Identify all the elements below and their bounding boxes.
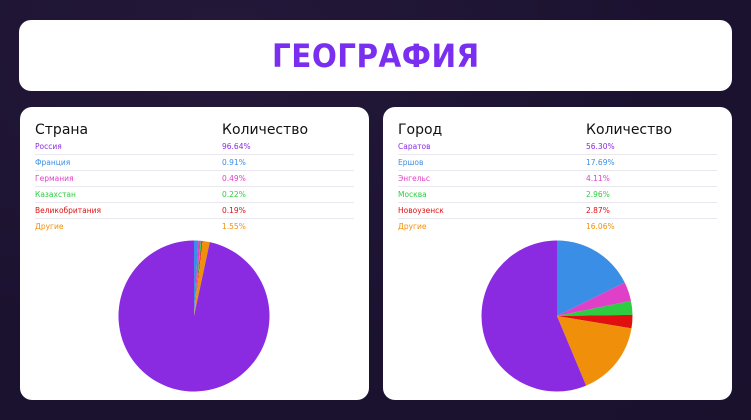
row-value: 4.11% [586,174,610,183]
pie-slice [557,240,625,316]
row-label: Другие [398,222,427,231]
table-row: Новоузенск 2.87% [398,203,717,219]
table-row: Франция 0.91% [35,155,354,171]
countries-pie-chart [118,240,270,391]
country-column-header: Страна [35,122,89,138]
row-label: Энгельс [398,174,431,183]
row-value: 2.96% [586,190,610,199]
row-label: Москва [398,190,427,199]
title-card: ГЕОГРАФИЯ [19,20,732,91]
pie-slice [193,240,203,316]
row-value: 2.87% [586,206,610,215]
table-row: Энгельс 4.11% [398,171,717,187]
row-label: Ершов [398,158,424,167]
cities-card: Город Количество Саратов 56.30% Ершов 17.69… [383,107,732,400]
row-value: 56.30% [586,142,615,151]
table-row: Германия 0.49% [35,171,354,187]
row-label: Другие [35,222,64,231]
countries-card: Страна Количество Россия 96.64% Франция 0.9… [20,107,369,400]
table-row: Россия 96.64% [35,139,354,155]
cities-table: Саратов 56.30% Ершов 17.69% Энгельс 4.11% Моск… [398,139,717,234]
cities-pie-chart [481,240,633,391]
pie-slice [481,240,587,391]
table-row: Саратов 56.30% [398,139,717,155]
row-label: Франция [35,158,71,167]
row-value: 0.22% [222,190,246,199]
row-value: 1.55% [222,222,246,231]
pie-slice [557,282,631,316]
table-row: Другие 16.06% [398,219,717,234]
row-label: Россия [35,142,62,151]
row-value: 96.64% [222,142,251,151]
pie-slice [193,240,210,316]
table-row: Москва 2.96% [398,187,717,203]
pie-slice [193,240,201,316]
cities-table-header: Город Количество [398,119,717,141]
pie-slice [193,240,198,316]
row-label: Казахстан [35,190,76,199]
table-row: Казахстан 0.22% [35,187,354,203]
row-label: Германия [35,174,74,183]
count-column-header: Количество [222,122,309,138]
pie-slice [193,240,202,316]
pie-slice [557,300,633,316]
countries-table: Россия 96.64% Франция 0.91% Германия 0.49% Каз… [35,139,354,234]
city-column-header: Город [398,122,443,138]
row-value: 0.19% [222,206,246,215]
pie-slice [118,240,270,391]
pie-slice [557,315,632,386]
table-row: Великобритания 0.19% [35,203,354,219]
countries-table-header: Страна Количество [35,119,354,141]
row-value: 0.49% [222,174,246,183]
row-label: Саратов [398,142,431,151]
pie-slice [557,314,633,328]
count-column-header: Количество [586,122,673,138]
page-title: ГЕОГРАФИЯ [271,36,480,75]
table-row: Другие 1.55% [35,219,354,234]
row-value: 0.91% [222,158,246,167]
row-value: 16.06% [586,222,615,231]
table-row: Ершов 17.69% [398,155,717,171]
row-label: Новоузенск [398,206,444,215]
row-value: 17.69% [586,158,615,167]
row-label: Великобритания [35,206,102,215]
